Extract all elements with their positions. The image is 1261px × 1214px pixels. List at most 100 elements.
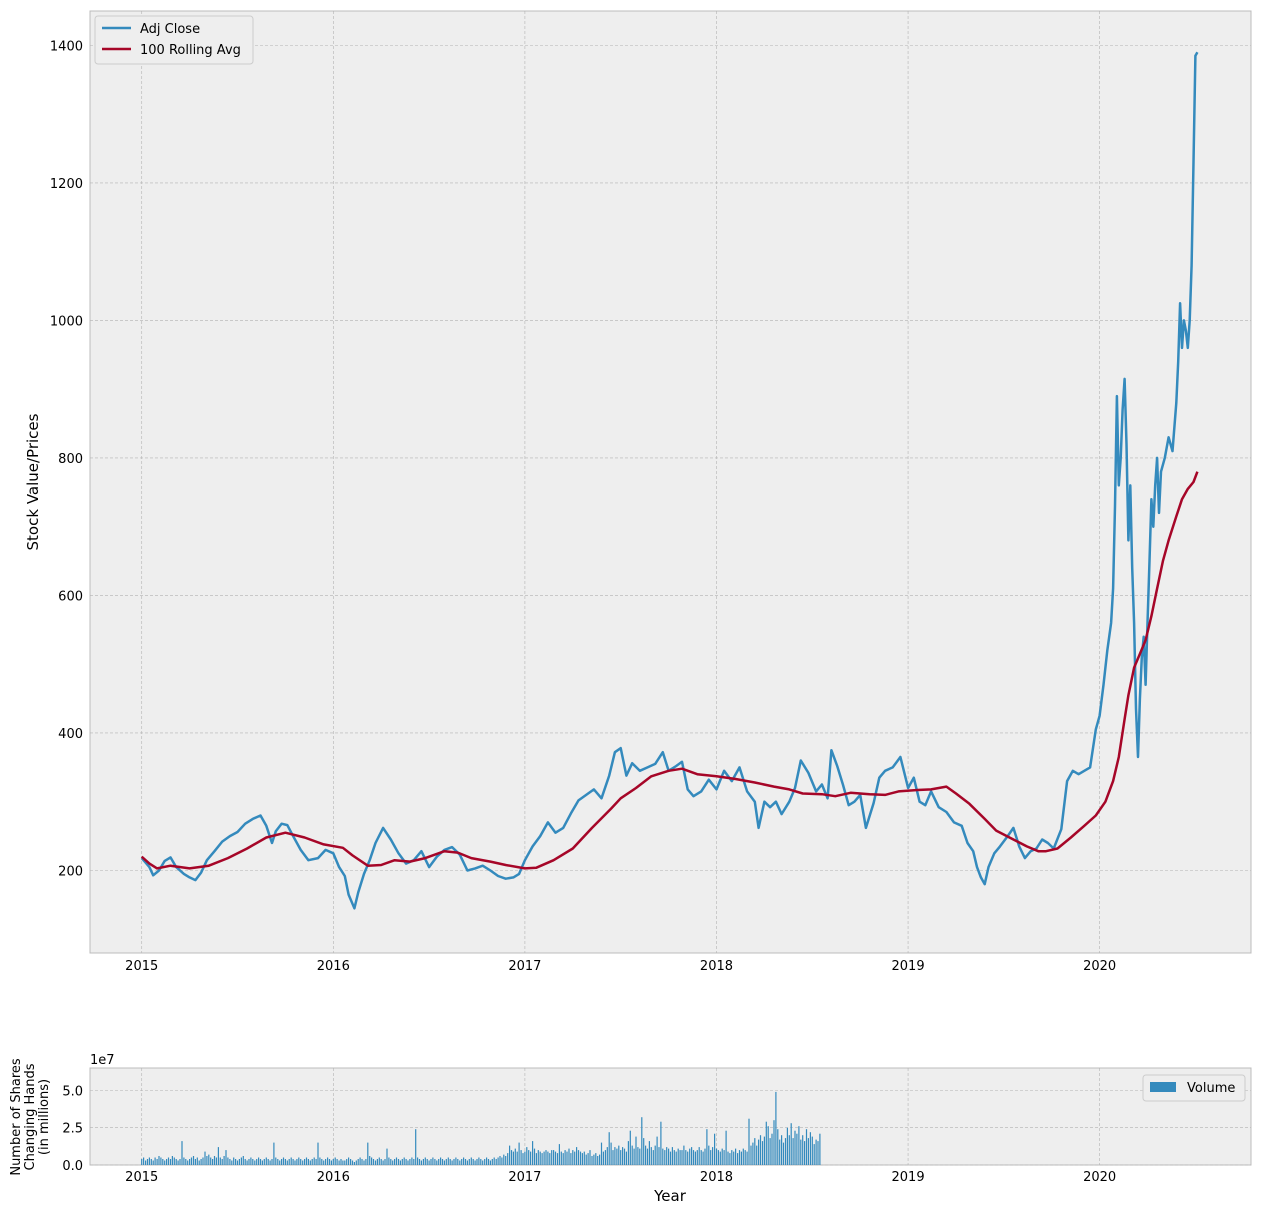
volume-bar [779, 1139, 781, 1165]
volume-bar [689, 1148, 691, 1165]
volume-bar [233, 1157, 235, 1165]
volume-bar [294, 1160, 296, 1165]
volume-bar [240, 1157, 242, 1165]
volume-bar [194, 1159, 196, 1165]
volume-bar [581, 1153, 583, 1165]
volume-bar [798, 1126, 800, 1165]
volume-bar [357, 1159, 359, 1165]
volume-bar [273, 1142, 275, 1165]
volume-bar [746, 1151, 748, 1165]
volume-bar [773, 1120, 775, 1165]
volume-bar [777, 1129, 779, 1165]
volume-bar [267, 1159, 269, 1165]
volume-bar [405, 1159, 407, 1165]
volume-bar [532, 1141, 534, 1165]
volume-bar [629, 1130, 631, 1165]
volume-bar [281, 1159, 283, 1165]
volume-bar [817, 1141, 819, 1165]
volume-bar [815, 1139, 817, 1165]
volume-bar [459, 1160, 461, 1165]
volume-bar [639, 1148, 641, 1165]
volume-bar [286, 1160, 288, 1165]
volume-bar [261, 1160, 263, 1165]
volume-bar [804, 1141, 806, 1165]
volume-bar [401, 1159, 403, 1165]
volume-bar [426, 1159, 428, 1165]
volume-bar [430, 1159, 432, 1165]
volume-bar [407, 1160, 409, 1165]
volume-bar [577, 1150, 580, 1165]
volume-bar [537, 1150, 539, 1165]
volume-bar [493, 1157, 495, 1165]
volume-bar [505, 1156, 507, 1165]
volume-bar [574, 1151, 576, 1165]
volume-bar [717, 1150, 719, 1165]
price-grid [90, 11, 1251, 953]
volume-bar [363, 1160, 365, 1165]
x-tick-label: 2019 [892, 1170, 925, 1185]
volume-bar [206, 1156, 208, 1165]
volume-bar [275, 1157, 277, 1165]
volume-bar [769, 1138, 771, 1165]
volume-bar [813, 1144, 815, 1165]
volume-bar [175, 1159, 177, 1165]
volume-bar [323, 1160, 325, 1165]
volume-bar [482, 1160, 484, 1165]
volume-bar [449, 1159, 451, 1165]
volume-bar [311, 1159, 313, 1165]
legend-label-rolling-avg: 100 Rolling Avg [140, 43, 241, 58]
volume-bar [382, 1160, 384, 1165]
volume-bar [164, 1160, 166, 1165]
volume-bar [223, 1156, 225, 1165]
volume-bar [591, 1156, 593, 1165]
volume-bar [675, 1151, 677, 1165]
volume-bar [491, 1159, 493, 1165]
volume-bar [259, 1159, 262, 1165]
volume-bar [518, 1142, 520, 1165]
volume-bar [411, 1157, 413, 1165]
volume-bar [620, 1150, 622, 1165]
volume-bar [664, 1150, 666, 1165]
volume-bar [549, 1153, 551, 1165]
x-tick-label: 2020 [1083, 959, 1116, 974]
volume-bar [392, 1160, 394, 1165]
volume-bar [210, 1157, 212, 1165]
volume-bar [790, 1123, 792, 1165]
volume-bar [468, 1159, 470, 1165]
volume-bar [599, 1154, 601, 1165]
volume-bar [250, 1157, 252, 1165]
x-tick-label: 2017 [508, 1170, 541, 1185]
volume-bar [384, 1159, 386, 1165]
volume-bar [181, 1141, 183, 1165]
volume-bar [445, 1159, 447, 1165]
volume-bar [618, 1145, 620, 1165]
volume-bar [231, 1160, 233, 1165]
volume-bar [319, 1157, 321, 1165]
volume-bar [173, 1157, 175, 1165]
volume-bar [614, 1147, 616, 1165]
x-tick-label: 2019 [892, 959, 925, 974]
volume-bar [263, 1159, 265, 1165]
volume-bar [158, 1156, 160, 1165]
volume-bar [643, 1138, 645, 1165]
x-tick-label: 2015 [125, 1170, 158, 1185]
volume-bar [225, 1150, 227, 1165]
volume-bar [681, 1150, 683, 1165]
volume-bar [282, 1157, 285, 1165]
volume-bar [641, 1117, 643, 1165]
volume-bar [547, 1151, 549, 1165]
volume-bar [719, 1151, 721, 1165]
volume-bar [307, 1159, 309, 1165]
volume-bar [514, 1148, 516, 1165]
price-chart-panel: 2015 2016 2017 2018 2019 2020 200 400 600 800 100… [24, 10, 1252, 974]
volume-plot-area [89, 1067, 1252, 1166]
volume-bar [503, 1154, 505, 1165]
volume-bar [587, 1153, 589, 1165]
volume-bar [509, 1145, 511, 1165]
volume-y-label-line: Number of Shares [9, 1058, 24, 1176]
volume-bar [568, 1148, 570, 1165]
volume-bar [541, 1153, 543, 1165]
volume-bar [160, 1157, 162, 1165]
volume-bar [486, 1157, 488, 1165]
volume-bar [208, 1154, 210, 1165]
